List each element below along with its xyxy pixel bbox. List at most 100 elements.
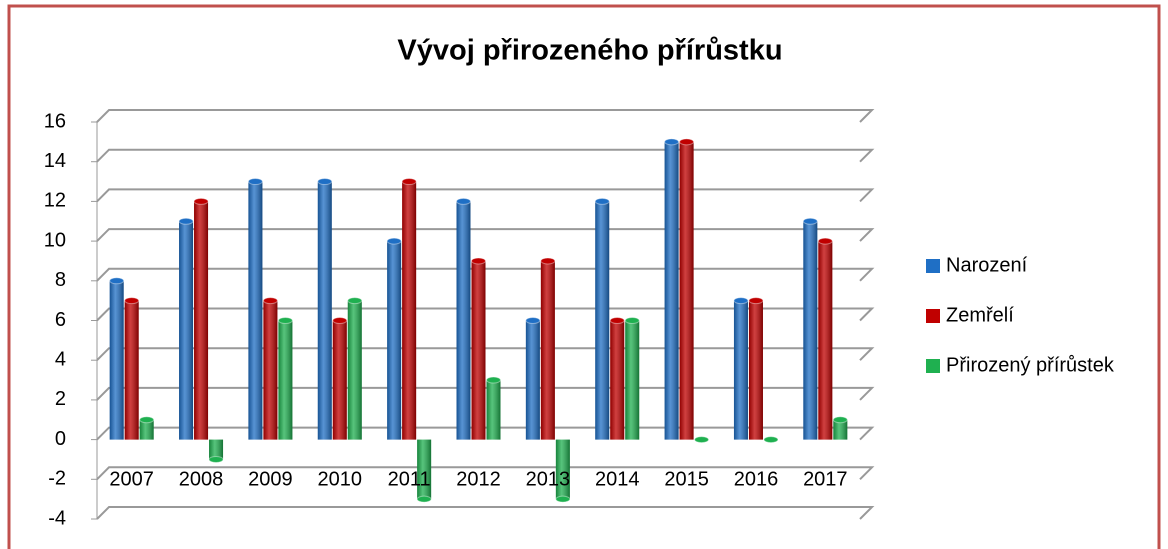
y-tick-label: 6: [55, 309, 66, 331]
grid-line: [96, 228, 875, 242]
bar-cap: [609, 317, 625, 324]
bar-shade: [139, 419, 154, 440]
x-tick-label: 2011: [388, 468, 431, 490]
bar-cap: [817, 237, 833, 245]
legend-swatch: [926, 259, 940, 273]
bar-shade: [402, 181, 417, 440]
bar-cap: [109, 277, 125, 285]
y-tick-label: 2: [55, 388, 66, 410]
bar-cap: [748, 297, 764, 305]
legend-label: Přirozený přírůstek: [946, 354, 1115, 376]
x-tick-label: 2012: [456, 468, 501, 490]
grid-line: [96, 506, 875, 520]
bar-cap: [832, 416, 848, 424]
bar-shade: [555, 439, 570, 500]
bar-cap: [262, 297, 278, 305]
bar-cap: [332, 317, 348, 324]
bar-cap: [347, 297, 363, 305]
bar-shade: [194, 201, 209, 440]
bar-shade: [417, 439, 432, 500]
grid-line: [96, 188, 875, 203]
x-tick-label: 2013: [526, 468, 571, 490]
bar-shade: [818, 241, 833, 440]
bar-shade: [209, 439, 224, 460]
grid-line: [96, 466, 875, 481]
bar-cap: [456, 197, 471, 205]
bar-shade: [109, 280, 124, 440]
x-tick-label: 2017: [803, 468, 848, 490]
chart-title: Vývoj přirozeného přírůstku: [397, 35, 782, 67]
y-tick-label: 10: [44, 229, 66, 251]
y-tick-label: -4: [48, 507, 66, 529]
bar-cap: [178, 217, 194, 225]
bar-shade: [347, 300, 362, 440]
bar-cap: [386, 237, 402, 245]
legend-label: Zemřelí: [946, 304, 1014, 326]
bar-shade: [748, 300, 763, 440]
bar-shade: [664, 141, 679, 440]
grid-line: [96, 148, 875, 163]
bar-cap: [540, 257, 556, 265]
legend-swatch: [926, 309, 940, 323]
bar-shade: [124, 300, 139, 440]
y-tick-label: 14: [44, 150, 66, 172]
bar-shade: [803, 221, 818, 440]
bar-cap: [139, 416, 155, 424]
y-tick-label: 4: [55, 348, 66, 370]
bar-cap: [416, 495, 432, 503]
bar-shade: [625, 320, 640, 440]
y-tick-label: 12: [44, 190, 66, 212]
bar-cap: [471, 257, 486, 265]
x-tick-label: 2016: [734, 468, 779, 490]
grid-line: [96, 347, 875, 361]
bar-shade: [179, 221, 194, 440]
bar-cap: [525, 317, 541, 324]
x-tick-label: 2010: [318, 468, 363, 490]
bar-shade: [595, 201, 610, 440]
bar-shade: [486, 380, 501, 440]
bar-cap: [317, 178, 333, 186]
bar-shade: [679, 141, 694, 440]
bar-cap: [664, 138, 680, 146]
bar-cap: [124, 297, 140, 305]
bar-cap: [193, 197, 209, 205]
bar-shade: [471, 260, 486, 440]
grid-line: [96, 267, 875, 282]
bar-shade: [332, 320, 347, 440]
x-tick-label: 2015: [664, 468, 709, 490]
x-tick-label: 2007: [109, 468, 154, 490]
x-tick-label: 2014: [595, 468, 640, 490]
y-tick-label: 8: [55, 269, 66, 291]
bar-cap: [247, 178, 263, 186]
bar-cap: [733, 297, 749, 305]
bar-cap: [555, 495, 571, 503]
bar-cap: [694, 436, 710, 444]
grid-line: [96, 307, 875, 322]
bar-shade: [248, 181, 263, 440]
bar-cap: [594, 197, 610, 205]
bar-shade: [317, 181, 332, 440]
bar-shade: [833, 419, 848, 440]
bar-shade: [278, 320, 293, 440]
bar-shade: [733, 300, 748, 440]
bar-cap: [624, 317, 640, 324]
y-tick-label: -2: [48, 468, 66, 490]
y-tick-label: 16: [44, 110, 66, 132]
bar-cap: [763, 436, 779, 444]
bar-cap: [486, 376, 501, 384]
x-tick-label: 2009: [248, 468, 293, 490]
bar-cap: [679, 138, 695, 146]
y-tick-label: 0: [55, 428, 66, 450]
bar-shade: [540, 260, 555, 440]
legend-label: Narození: [946, 254, 1028, 276]
grid-line: [96, 109, 875, 123]
bar-shade: [387, 241, 402, 440]
x-tick-label: 2008: [179, 468, 224, 490]
bar-shade: [525, 320, 540, 440]
bar-shade: [610, 320, 625, 440]
bar-cap: [277, 317, 293, 324]
bar-cap: [401, 178, 417, 186]
bar-cap: [802, 217, 818, 225]
legend-swatch: [926, 359, 940, 373]
